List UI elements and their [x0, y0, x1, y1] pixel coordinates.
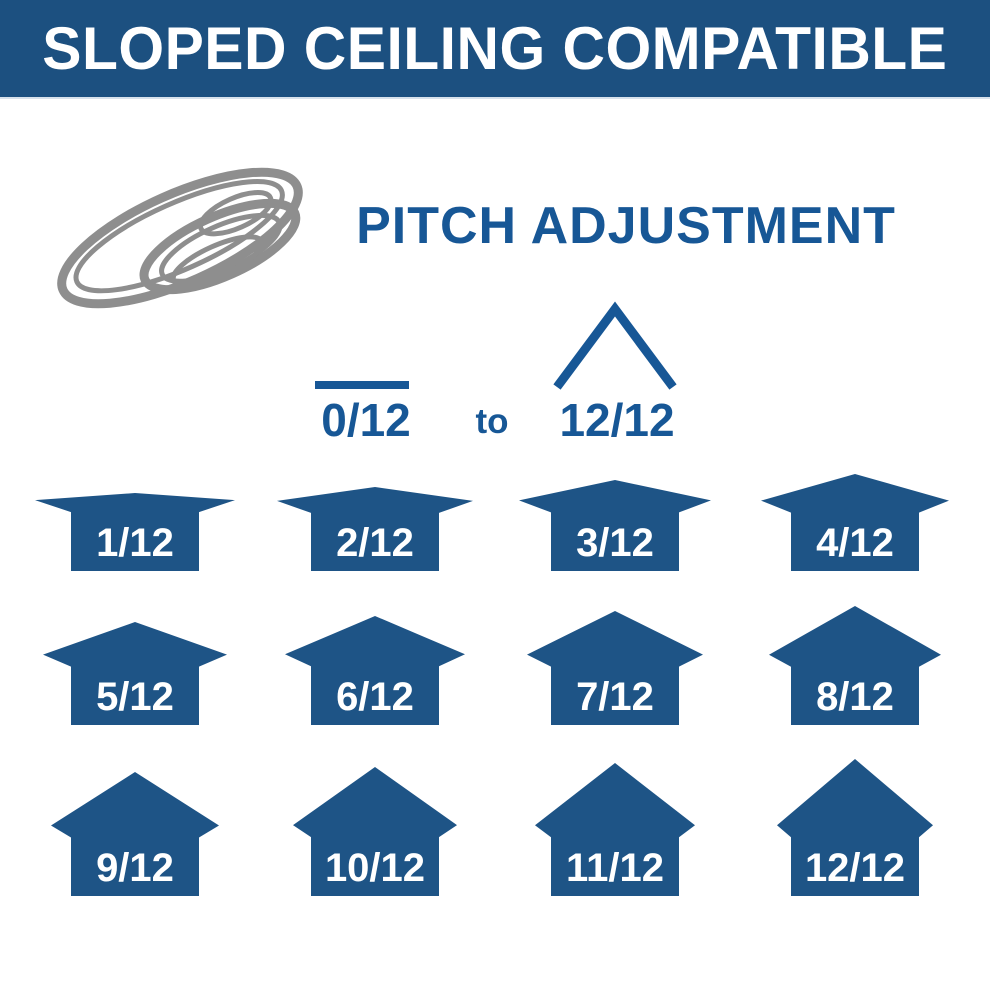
pitch-house-icon: 2/12 — [277, 487, 473, 571]
pitch-house-icon: 4/12 — [761, 474, 949, 571]
pitch-house-cell: 7/12 — [495, 576, 735, 726]
house-pitch-label: 1/12 — [96, 521, 174, 565]
house-pitch-label: 5/12 — [96, 675, 174, 719]
house-pitch-label: 6/12 — [336, 675, 414, 719]
pitch-house-icon: 6/12 — [285, 616, 465, 725]
pitch-house-icon: 7/12 — [527, 611, 703, 725]
house-pitch-label: 3/12 — [576, 521, 654, 565]
pitch-house-cell: 11/12 — [495, 747, 735, 897]
peak-roof-chevron-icon — [553, 301, 677, 390]
recessed-eyeball-downlight-icon — [57, 167, 303, 309]
pitch-house-icon: 12/12 — [777, 759, 933, 896]
house-shape — [51, 772, 219, 896]
pitch-house-cell: 8/12 — [735, 576, 975, 726]
house-pitch-label: 4/12 — [816, 521, 894, 565]
house-shape — [535, 763, 695, 896]
banner: SLOPED CEILING COMPATIBLE — [0, 0, 990, 99]
house-pitch-label: 7/12 — [576, 675, 654, 719]
pitch-house-icon: 5/12 — [43, 622, 227, 725]
house-shape — [277, 487, 473, 571]
pitch-house-cell: 10/12 — [255, 747, 495, 897]
pitch-house-cell: 6/12 — [255, 576, 495, 726]
pitch-house-icon: 1/12 — [35, 493, 235, 571]
houses-row-3: 9/12 10/12 11/12 12/12 — [15, 747, 975, 897]
pitch-house-cell: 9/12 — [15, 747, 255, 897]
house-pitch-label: 12/12 — [805, 846, 905, 890]
max-pitch-label: 12/12 — [559, 394, 675, 446]
house-shape — [519, 480, 711, 571]
house-shape — [769, 606, 941, 725]
pitch-house-cell: 1/12 — [15, 422, 255, 572]
pitch-house-icon: 10/12 — [293, 767, 457, 896]
house-pitch-label: 10/12 — [325, 846, 425, 890]
banner-title: SLOPED CEILING COMPATIBLE — [42, 15, 948, 82]
houses-row-2: 5/12 6/12 7/12 8/12 — [15, 576, 975, 726]
house-shape — [285, 616, 465, 725]
pitch-house-cell: 4/12 — [735, 422, 975, 572]
pitch-house-icon: 11/12 — [535, 763, 695, 896]
house-pitch-label: 2/12 — [336, 521, 414, 565]
pitch-house-icon: 8/12 — [769, 606, 941, 725]
pitch-house-cell: 3/12 — [495, 422, 735, 572]
houses-row-1: 1/12 2/12 3/12 4/12 — [15, 422, 975, 572]
pitch-house-cell: 12/12 — [735, 747, 975, 897]
min-pitch-label: 0/12 — [321, 394, 411, 446]
pitch-house-icon: 3/12 — [519, 480, 711, 571]
house-shape — [293, 767, 457, 896]
house-pitch-label: 11/12 — [566, 846, 664, 890]
flat-roof-line-icon — [315, 381, 409, 389]
house-pitch-label: 9/12 — [96, 846, 174, 890]
house-shape — [35, 493, 235, 571]
pitch-house-cell: 5/12 — [15, 576, 255, 726]
house-shape — [527, 611, 703, 725]
house-shape — [43, 622, 227, 725]
pitch-house-icon: 9/12 — [51, 772, 219, 896]
house-pitch-label: 8/12 — [816, 675, 894, 719]
range-connector-text: to — [475, 402, 509, 441]
house-shape — [777, 759, 933, 896]
pitch-adjustment-heading: PITCH ADJUSTMENT — [356, 197, 896, 255]
house-shape — [761, 474, 949, 571]
pitch-house-cell: 2/12 — [255, 422, 495, 572]
